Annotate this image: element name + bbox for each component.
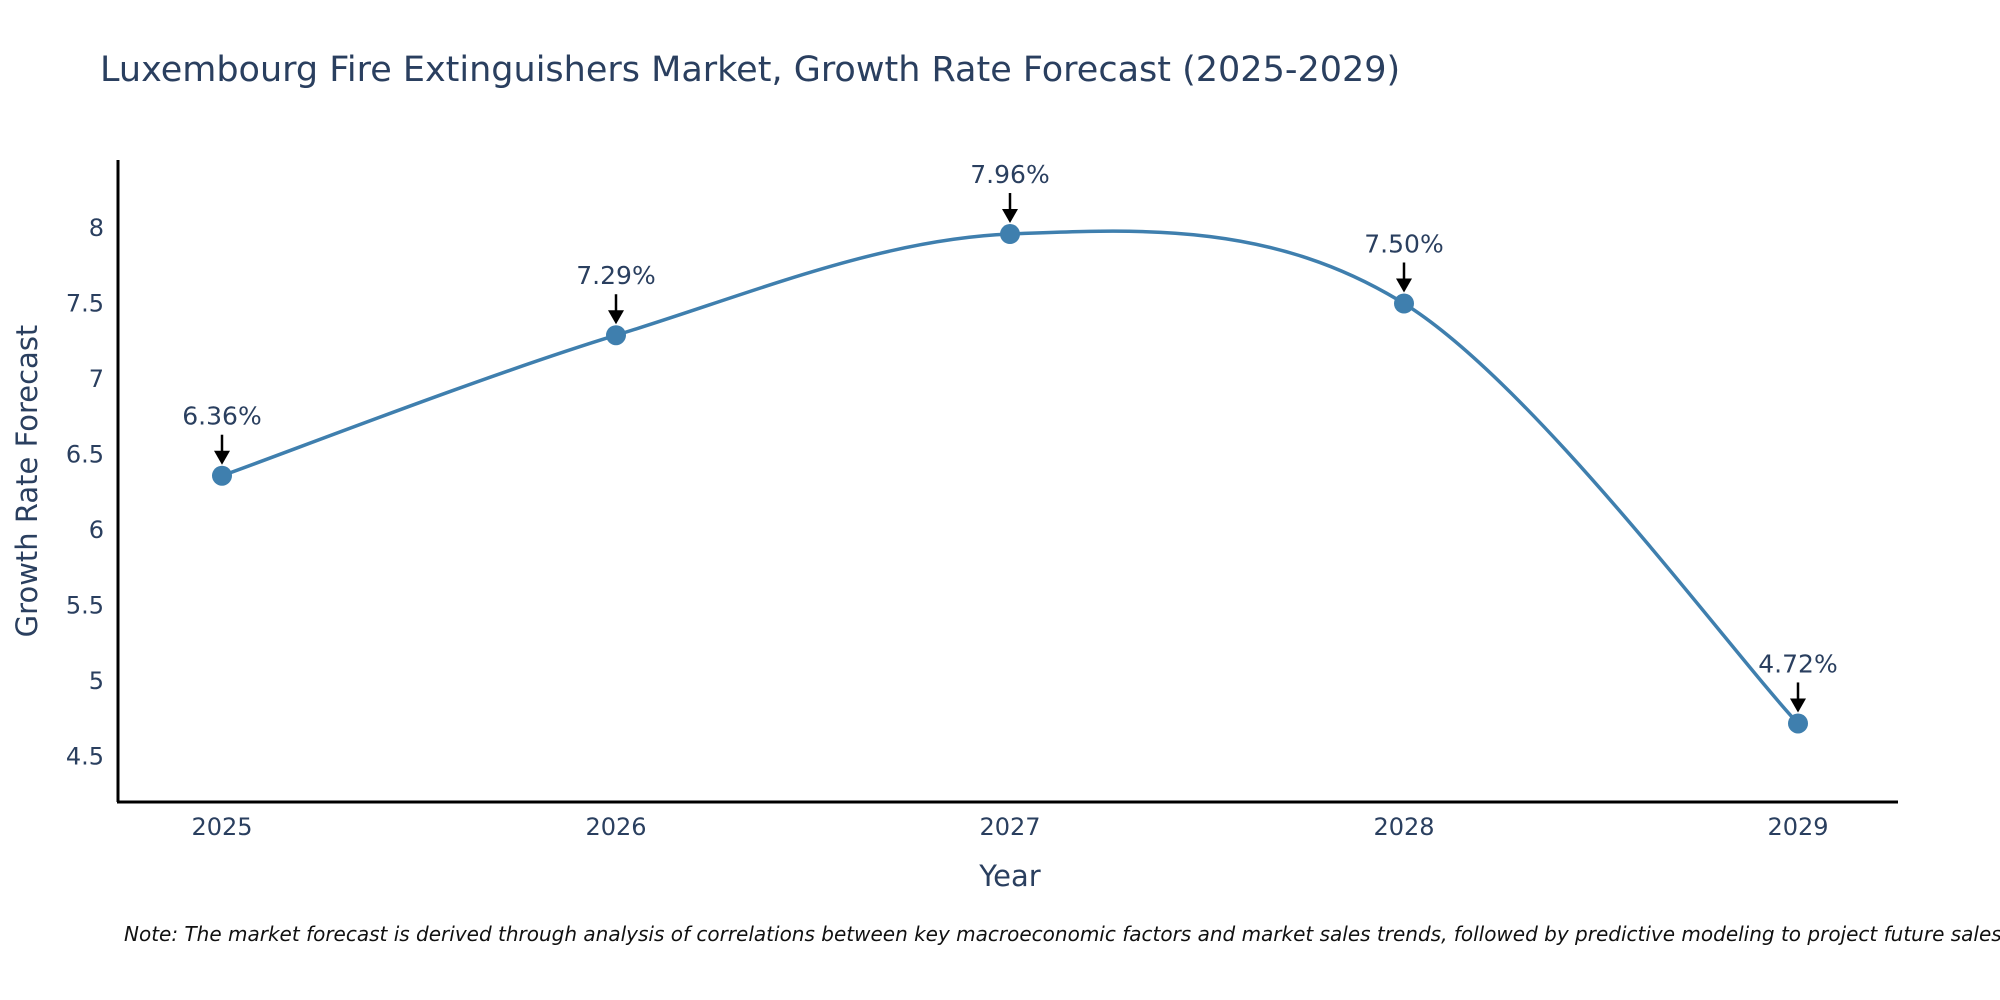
y-tick-label: 7 xyxy=(89,365,104,393)
annotation-arrow-head xyxy=(608,310,624,325)
x-tick-label: 2028 xyxy=(1373,813,1434,841)
data-points xyxy=(212,224,1808,734)
y-tick-label: 4.5 xyxy=(66,743,104,771)
data-point xyxy=(1000,224,1020,245)
growth-rate-line xyxy=(220,229,1800,726)
data-point xyxy=(606,325,626,346)
y-axis-ticks: 4.5 5 5.5 6 6.5 7 7.5 8 xyxy=(66,214,104,771)
data-label: 7.50% xyxy=(1364,230,1443,259)
annotation-arrow-head xyxy=(1790,698,1806,713)
x-axis-title: Year xyxy=(978,859,1040,893)
y-tick-label: 6 xyxy=(89,516,104,544)
data-label: 7.96% xyxy=(970,160,1049,189)
y-tick-label: 8 xyxy=(89,214,104,242)
data-point xyxy=(1394,293,1414,314)
y-tick-label: 5 xyxy=(89,667,104,695)
data-label: 6.36% xyxy=(182,402,261,431)
y-tick-label: 5.5 xyxy=(66,592,104,620)
data-point xyxy=(1788,713,1808,734)
data-point xyxy=(212,465,232,486)
annotation-arrow-head xyxy=(214,450,230,465)
x-axis-ticks: 2025 2026 2027 2028 2029 xyxy=(191,813,1828,841)
annotation-arrow-head xyxy=(1002,209,1018,224)
y-axis-title: Growth Rate Forecast xyxy=(10,325,44,638)
data-label: 4.72% xyxy=(1758,649,1837,678)
x-tick-label: 2029 xyxy=(1767,813,1828,841)
x-tick-label: 2025 xyxy=(191,813,252,841)
x-tick-label: 2027 xyxy=(979,813,1040,841)
x-tick-label: 2026 xyxy=(585,813,646,841)
forecast-note: Note: The market forecast is derived thr… xyxy=(124,922,2000,946)
y-tick-label: 7.5 xyxy=(66,290,104,318)
chart-title: Luxembourg Fire Extinguishers Market, Gr… xyxy=(100,50,1400,90)
data-annotations: 6.36% 7.29% 7.96% 7.50% 4.72% xyxy=(182,160,1838,713)
annotation-arrow-head xyxy=(1396,278,1412,293)
data-label: 7.29% xyxy=(576,261,655,290)
y-tick-label: 6.5 xyxy=(66,441,104,469)
